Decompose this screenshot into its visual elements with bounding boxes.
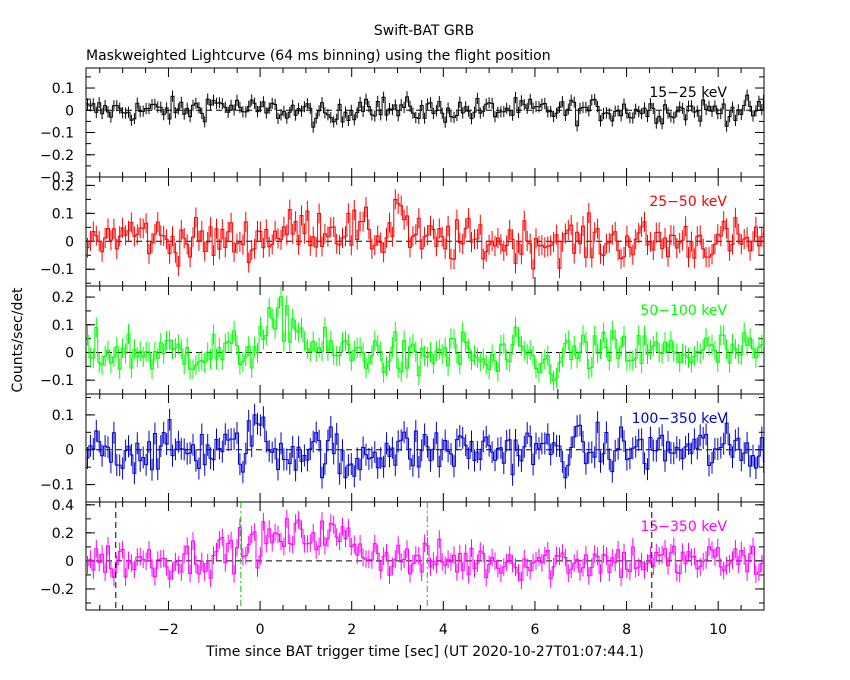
panel-label: 25−50 keV: [649, 194, 727, 210]
y-tick-label: 0.1: [52, 81, 74, 97]
panel-2: 0.2 0.1 0 −0.1 25−50 keV: [40, 176, 765, 287]
y-tick-label: 0.1: [52, 408, 74, 424]
y-tick-label: −0.3: [40, 170, 74, 186]
x-tick-label: 4: [439, 622, 448, 638]
y-tick-label: −0.2: [40, 148, 74, 164]
panel-label: 50−100 keV: [640, 303, 727, 319]
series-line: [86, 94, 764, 128]
panel-label: 100−350 keV: [632, 411, 728, 427]
series-line: [86, 198, 764, 270]
panel-4: 0.1 0 −0.1 100−350 keV: [40, 393, 765, 503]
x-tick-label: 0: [256, 622, 265, 638]
y-tick-label: 0.4: [52, 498, 74, 514]
panel-3: 0.2 0.1 0 −0.1 50−100 keV: [40, 285, 765, 395]
panel-1: 0.1 0 −0.1 −0.2 −0.3 15−25 keV: [40, 67, 765, 186]
series-line: [86, 414, 764, 479]
x-tick-label: −2: [158, 622, 179, 638]
chart-subtitle: Maskweighted Lightcurve (64 ms binning) …: [86, 48, 551, 64]
y-tick-label: 0: [65, 234, 74, 250]
y-tick-label: 0.2: [52, 526, 74, 542]
y-tick-label: −0.1: [40, 478, 74, 494]
y-tick-label: 0.1: [52, 206, 74, 222]
y-tick-label: −0.1: [40, 262, 74, 278]
y-tick-label: −0.2: [40, 582, 74, 598]
y-tick-label: 0: [65, 345, 74, 361]
panel-label: 15−25 keV: [649, 85, 727, 101]
y-tick-label: 0: [65, 443, 74, 459]
y-axis-label: Counts/sec/det: [10, 287, 26, 392]
y-tick-label: −0.1: [40, 126, 74, 142]
series-line: [86, 296, 764, 381]
x-tick-label: 2: [347, 622, 356, 638]
chart-title: Swift-BAT GRB: [374, 23, 474, 39]
x-axis-label: Time since BAT trigger time [sec] (UT 20…: [205, 644, 644, 660]
x-tick-label: 8: [622, 622, 631, 638]
y-tick-label: −0.1: [40, 373, 74, 389]
x-tick-label: 10: [709, 622, 727, 638]
panel-group: 0.1 0 −0.1 −0.2 −0.3 15−25 keV 0.2 0.1 0 −0.1 25−5…: [40, 67, 765, 638]
panel-label: 15−350 keV: [640, 519, 727, 535]
y-tick-label: 0.2: [52, 290, 74, 306]
y-tick-label: 0.1: [52, 318, 74, 334]
panel-5: 0.4 0.2 0 −0.2 15−350 keV −2 0 2 4 6 8 10: [40, 498, 765, 638]
y-tick-label: 0: [65, 103, 74, 119]
y-tick-label: 0: [65, 554, 74, 570]
x-tick-label: 6: [530, 622, 539, 638]
y-tick-label: 0.2: [52, 178, 74, 194]
